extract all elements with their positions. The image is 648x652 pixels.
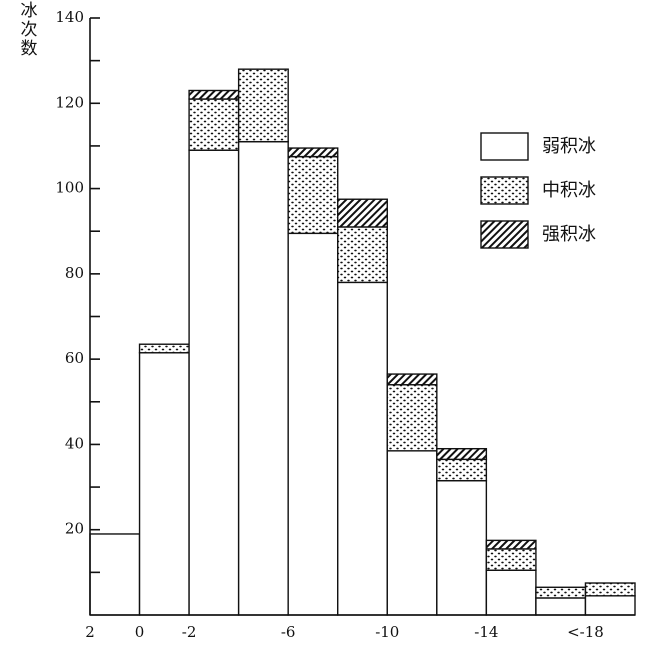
bar-segment bbox=[535, 597, 587, 616]
bar-segment bbox=[138, 343, 190, 354]
bar-segment bbox=[287, 147, 339, 158]
x-tick-label: -10 bbox=[375, 623, 399, 641]
x-tick-label: -14 bbox=[474, 623, 498, 641]
bar-segment bbox=[386, 450, 438, 616]
y-tick-label: 100 bbox=[55, 179, 84, 197]
bar-segment bbox=[436, 447, 488, 461]
y-tick-label: 120 bbox=[55, 93, 84, 111]
legend-swatch bbox=[480, 132, 529, 161]
bar-segment bbox=[386, 384, 438, 452]
bar-segment bbox=[485, 539, 537, 550]
legend-label: 强积冰 bbox=[542, 224, 596, 245]
bar-segment bbox=[237, 68, 289, 143]
bar-segment bbox=[485, 569, 537, 616]
x-tick-label: -2 bbox=[182, 623, 197, 641]
bar-segment bbox=[89, 533, 141, 616]
legend-swatch bbox=[480, 220, 529, 249]
bar-segment bbox=[436, 458, 488, 482]
bar-segment bbox=[535, 586, 587, 599]
y-tick-label: 40 bbox=[65, 434, 84, 452]
bar-segment bbox=[237, 140, 289, 616]
bar-segment bbox=[287, 232, 339, 616]
y-axis-label: 积冰次数 bbox=[17, 0, 38, 58]
bar-segment bbox=[584, 582, 636, 597]
x-tick-label: -6 bbox=[281, 623, 296, 641]
y-tick-label: 140 bbox=[55, 8, 84, 26]
legend-swatch bbox=[480, 176, 529, 205]
bar-segment bbox=[337, 198, 388, 228]
bar-segment bbox=[584, 595, 636, 616]
bar-segment bbox=[287, 155, 339, 235]
x-tick-label: <-18 bbox=[567, 623, 604, 641]
bar-segment bbox=[188, 98, 240, 151]
x-tick-label: 2 bbox=[85, 623, 95, 641]
bar-segment bbox=[386, 373, 438, 386]
bar-segment bbox=[138, 352, 190, 616]
bar-segment bbox=[188, 89, 240, 100]
bar-segment bbox=[337, 281, 388, 616]
bar-segment bbox=[436, 479, 488, 616]
legend-label: 中积冰 bbox=[542, 180, 596, 201]
y-tick-label: 80 bbox=[65, 264, 84, 282]
y-tick-label: 20 bbox=[65, 520, 84, 538]
y-tick-label: 60 bbox=[65, 349, 84, 367]
bar-segment bbox=[485, 548, 537, 571]
x-tick-label: 0 bbox=[135, 623, 145, 641]
bar-segment bbox=[188, 149, 240, 616]
legend-label: 弱积冰 bbox=[542, 136, 596, 157]
bar-segment bbox=[337, 226, 388, 284]
